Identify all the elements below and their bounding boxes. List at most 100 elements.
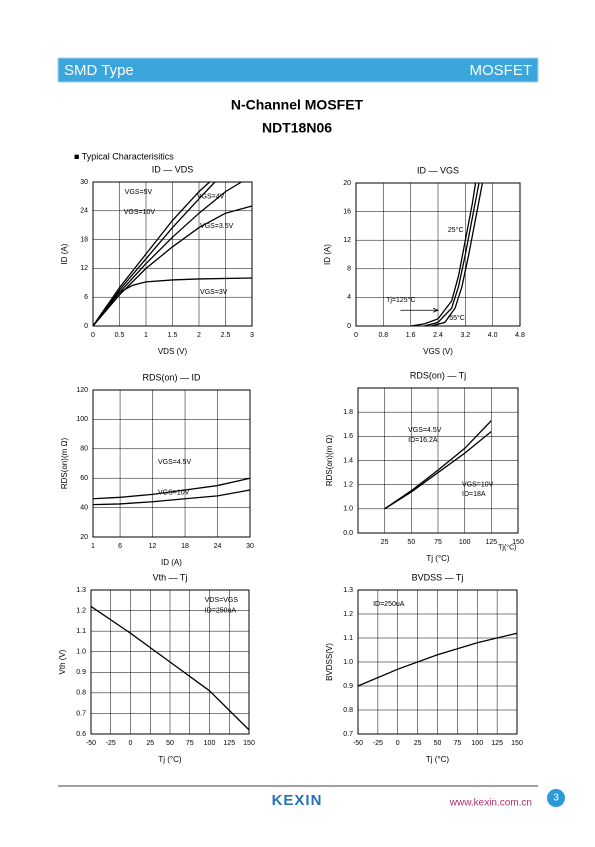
y-tick-label: 80	[80, 446, 88, 453]
part-number: NDT18N06	[262, 120, 332, 136]
x-tick-label: 50	[166, 740, 174, 747]
y-tick-label: 1.2	[343, 482, 353, 489]
x-tick-label: 125	[491, 740, 503, 747]
y-tick-label: 1.2	[343, 611, 353, 618]
x-tick-label: -25	[106, 740, 116, 747]
data-line	[90, 605, 250, 731]
y-tick-label: 30	[80, 179, 88, 186]
x-tick-label: 2	[197, 332, 201, 339]
y-tick-label: 0	[347, 323, 351, 330]
y-axis-label: RDS(on)(m Ω)	[325, 435, 334, 487]
series-label: VGS=5V	[125, 189, 153, 196]
annotation: ID=18A	[462, 491, 486, 498]
y-tick-label: 0.9	[76, 669, 86, 676]
data-line	[384, 420, 492, 510]
x-tick-label: 4.0	[488, 332, 498, 339]
series-label: VGS=10V	[462, 482, 494, 489]
y-tick-label: 24	[80, 208, 88, 215]
data-line	[92, 181, 216, 327]
data-line	[410, 182, 477, 327]
y-tick-label: 0.6	[76, 731, 86, 738]
x-tick-label: 50	[434, 740, 442, 747]
x-tick-label: 150	[511, 740, 523, 747]
annotation: Tj(°C)	[498, 543, 516, 551]
y-tick-label: 1.3	[343, 587, 353, 594]
x-tick-label: 0.5	[115, 332, 125, 339]
x-tick-label: 3.2	[460, 332, 470, 339]
x-tick-label: 25	[381, 539, 389, 546]
x-axis-label: Tj (°C)	[426, 554, 450, 563]
x-axis-label: Tj (°C)	[426, 755, 450, 764]
x-tick-label: -25	[373, 740, 383, 747]
x-tick-label: 25	[146, 740, 154, 747]
x-tick-label: 75	[186, 740, 194, 747]
y-tick-label: 0.7	[343, 731, 353, 738]
y-tick-label: 0.7	[76, 710, 86, 717]
page-number: 3	[553, 793, 559, 804]
series-label: VGS=4V	[197, 194, 225, 201]
y-tick-label: 12	[80, 265, 88, 272]
chart-title: BVDSS — Tj	[412, 572, 464, 582]
x-tick-label: 12	[149, 543, 157, 550]
annotation: ID=16.2A	[408, 437, 438, 444]
y-axis-label: RDS(on)(m Ω)	[60, 438, 69, 490]
y-tick-label: 20	[80, 534, 88, 541]
annotation: ID=250uA	[205, 607, 237, 614]
x-tick-label: 0	[354, 332, 358, 339]
y-tick-label: 1.0	[343, 506, 353, 513]
y-tick-label: 1.1	[76, 628, 86, 635]
x-tick-label: 0	[396, 740, 400, 747]
x-tick-label: 24	[214, 543, 222, 550]
series-label: VGS=10V	[158, 490, 190, 497]
x-tick-label: 2.4	[433, 332, 443, 339]
x-tick-label: 2.5	[221, 332, 231, 339]
x-axis-label: Tj (°C)	[158, 755, 182, 764]
x-tick-label: 75	[453, 740, 461, 747]
arrow	[400, 307, 440, 313]
y-tick-label: 4	[347, 294, 351, 301]
y-tick-label: 12	[343, 237, 351, 244]
data-line	[431, 182, 484, 327]
y-tick-label: 1.0	[343, 659, 353, 666]
x-tick-label: 75	[434, 539, 442, 546]
y-axis-label: Vth (V)	[58, 649, 67, 674]
y-axis-label: BVDSS(V)	[325, 643, 334, 681]
x-tick-label: 0	[91, 332, 95, 339]
annotation: VDS=VGS	[205, 597, 239, 604]
data-line	[92, 205, 253, 327]
annotation: ID=250uA	[373, 601, 405, 608]
series-label: -55°C	[447, 314, 465, 322]
series-label: 25°C	[448, 226, 464, 234]
x-tick-label: 125	[223, 740, 235, 747]
series-label: VGS=4.5V	[158, 459, 192, 466]
chart-title: ID — VGS	[417, 165, 459, 175]
x-tick-label: 1.6	[406, 332, 416, 339]
x-tick-label: 4.8	[515, 332, 525, 339]
y-tick-label: 0.9	[343, 683, 353, 690]
series-label: Tj=125°C	[386, 296, 415, 304]
x-tick-label: 150	[512, 539, 524, 546]
y-tick-label: 120	[76, 387, 88, 394]
data-line	[92, 277, 253, 327]
x-tick-label: 0	[129, 740, 133, 747]
y-tick-label: 1.1	[343, 635, 353, 642]
x-axis-label: VGS (V)	[423, 347, 453, 356]
chart-title: RDS(on) — ID	[142, 372, 201, 382]
y-tick-label: 16	[343, 208, 351, 215]
y-tick-label: 1.0	[76, 649, 86, 656]
x-tick-label: 0.8	[378, 332, 388, 339]
chart-title: ID — VDS	[152, 164, 194, 174]
y-tick-label: 100	[76, 416, 88, 423]
x-tick-label: 50	[407, 539, 415, 546]
y-tick-label: 1.8	[343, 409, 353, 416]
x-tick-label: 100	[459, 539, 471, 546]
data-line	[92, 181, 211, 327]
data-line	[357, 632, 518, 687]
x-tick-label: 25	[414, 740, 422, 747]
y-tick-label: 0.0	[343, 530, 353, 537]
y-tick-label: 0.8	[76, 690, 86, 697]
data-line	[384, 430, 492, 510]
x-tick-label: 1.5	[168, 332, 178, 339]
y-tick-label: 40	[80, 504, 88, 511]
